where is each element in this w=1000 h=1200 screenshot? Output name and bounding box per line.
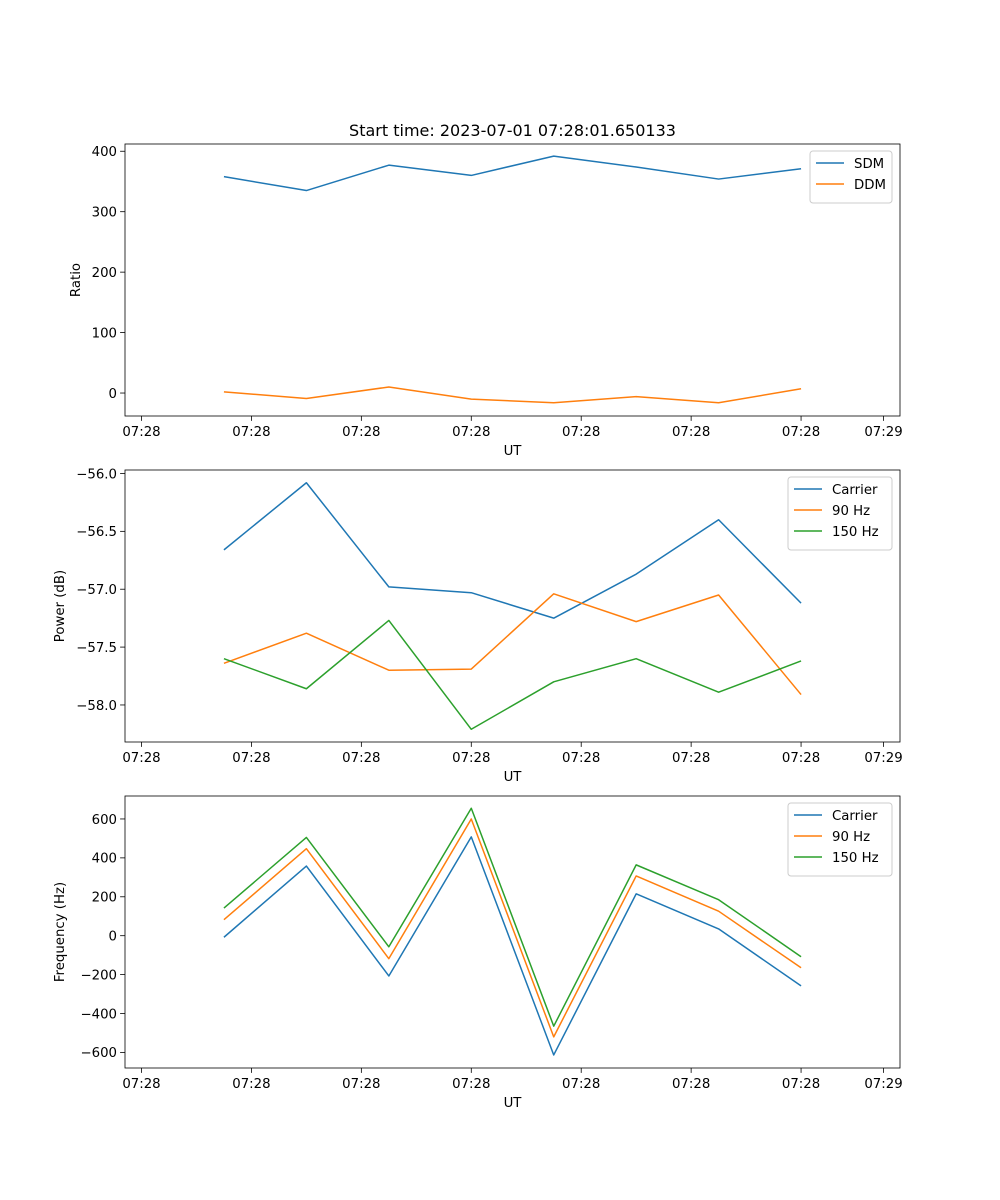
legend-label: Carrier [832,483,878,498]
legend: Carrier 90 Hz 150 Hz [787,476,893,551]
legend-label: 150 Hz [832,525,879,540]
series-line-ddm [223,386,802,404]
axes-frame [124,795,901,1069]
x-tick-label: 07:28 [562,751,600,766]
x-tick-label: 07:28 [122,425,160,440]
y-tick-label: 100 [92,326,117,341]
y-axis-label: Power (dB) [53,570,68,642]
legend-label: 90 Hz [832,830,870,845]
x-tick-label: 07:28 [782,1077,820,1092]
y-tick-label: 400 [92,852,117,867]
y-tick-label: −200 [80,968,117,983]
y-tick-label: −58.0 [76,699,117,714]
legend: Carrier 90 Hz 150 Hz [787,802,893,877]
x-tick-label: 07:28 [452,1077,490,1092]
y-tick-label: 600 [92,813,117,828]
series-line-carrier [223,836,802,1056]
panel-3: 07:28 07:28 07:28 07:28 07:28 07:28 07:28 07:29… [53,795,903,1111]
y-tick-label: −56.5 [76,525,117,540]
x-tick-label: 07:29 [864,1077,902,1092]
series-line-90-hz [223,593,802,696]
x-tick-label: 07:28 [232,751,270,766]
x-tick-label: 07:29 [864,751,902,766]
x-tick-label: 07:28 [562,425,600,440]
legend-box [809,150,893,204]
y-tick-label: 400 [92,145,117,160]
y-tick-label: 300 [92,205,117,220]
axes-frame [124,143,901,417]
y-tick-label: 200 [92,266,117,281]
x-tick-label: 07:28 [452,751,490,766]
y-tick-label: 200 [92,891,117,906]
panel-2: 07:28 07:28 07:28 07:28 07:28 07:28 07:28 07:29… [53,467,903,785]
legend-label: 90 Hz [832,504,870,519]
x-axis-label: UT [504,770,523,785]
y-tick-label: −57.0 [76,583,117,598]
x-tick-label: 07:28 [342,1077,380,1092]
legend-label: Carrier [832,809,878,824]
chart-title: Start time: 2023-07-01 07:28:01.650133 [349,121,676,140]
x-tick-label: 07:28 [672,425,710,440]
series-line-sdm [223,155,802,192]
x-tick-label: 07:28 [232,425,270,440]
series-line-150-hz [223,619,802,731]
x-tick-label: 07:28 [122,751,160,766]
x-tick-label: 07:28 [562,1077,600,1092]
legend-label: 150 Hz [832,851,879,866]
y-tick-label: −600 [80,1046,117,1061]
panel-1: 07:28 07:28 07:28 07:28 07:28 07:28 07:28 07:29… [69,143,903,459]
y-axis-label: Ratio [69,263,84,297]
x-tick-label: 07:28 [342,751,380,766]
x-tick-label: 07:28 [672,751,710,766]
series-line-90-hz [223,818,802,1038]
y-tick-label: −400 [80,1007,117,1022]
series-line-carrier [223,481,802,619]
x-axis-label: UT [504,1096,523,1111]
series-line-150-hz [223,807,802,1027]
x-tick-label: 07:28 [342,425,380,440]
x-tick-label: 07:29 [864,425,902,440]
x-tick-label: 07:28 [232,1077,270,1092]
legend-label: DDM [854,178,886,193]
legend: SDM DDM [809,150,893,204]
x-tick-label: 07:28 [452,425,490,440]
y-tick-label: −56.0 [76,467,117,482]
y-tick-label: −57.5 [76,641,117,656]
legend-label: SDM [854,157,884,172]
y-tick-label: 0 [109,387,117,402]
x-tick-label: 07:28 [782,425,820,440]
x-tick-label: 07:28 [122,1077,160,1092]
x-tick-label: 07:28 [672,1077,710,1092]
x-axis-label: UT [504,444,523,459]
y-axis-label: Frequency (Hz) [53,882,68,982]
axes-frame [124,469,901,743]
x-tick-label: 07:28 [782,751,820,766]
y-tick-label: 0 [109,929,117,944]
